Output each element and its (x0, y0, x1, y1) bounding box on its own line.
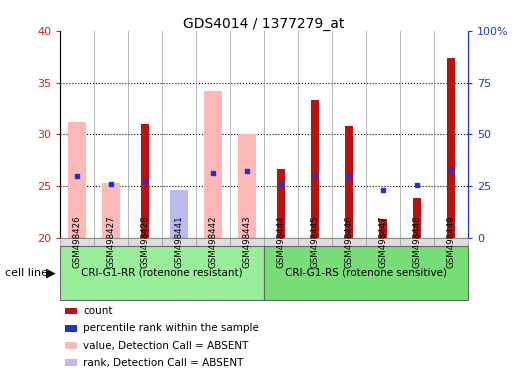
Text: CRI-G1-RS (rotenone sensitive): CRI-G1-RS (rotenone sensitive) (285, 268, 447, 278)
Text: GSM498445: GSM498445 (311, 215, 320, 268)
Bar (204, 91, 222, 238)
Bar (447, 58, 455, 238)
Text: count: count (83, 306, 112, 316)
Text: GSM498427: GSM498427 (107, 215, 116, 268)
Bar (68, 122, 86, 238)
Bar (311, 100, 319, 238)
Text: GSM498441: GSM498441 (175, 215, 184, 268)
Text: GSM498444: GSM498444 (277, 215, 286, 268)
Text: GSM498446: GSM498446 (345, 215, 354, 268)
Bar (413, 198, 421, 238)
Bar (345, 126, 353, 238)
Bar (238, 134, 256, 238)
Text: value, Detection Call = ABSENT: value, Detection Call = ABSENT (83, 341, 248, 351)
Text: rank, Detection Call = ABSENT: rank, Detection Call = ABSENT (83, 358, 244, 368)
Bar (170, 190, 188, 238)
Text: GSM498447: GSM498447 (379, 215, 388, 268)
Text: percentile rank within the sample: percentile rank within the sample (83, 323, 259, 333)
Text: GSM498443: GSM498443 (243, 215, 252, 268)
Text: CRI-G1-RR (rotenone resistant): CRI-G1-RR (rotenone resistant) (81, 268, 243, 278)
Text: GSM498442: GSM498442 (209, 215, 218, 268)
Text: ▶: ▶ (46, 266, 55, 279)
Text: cell line: cell line (5, 268, 48, 278)
Bar (102, 183, 120, 238)
Text: GSM498428: GSM498428 (141, 215, 150, 268)
Text: GDS4014 / 1377279_at: GDS4014 / 1377279_at (184, 17, 345, 31)
Text: GSM498426: GSM498426 (73, 215, 82, 268)
Bar (277, 169, 285, 238)
Text: GSM498449: GSM498449 (447, 216, 456, 268)
Bar (379, 219, 387, 238)
Bar (141, 124, 149, 238)
Text: GSM498448: GSM498448 (413, 215, 422, 268)
